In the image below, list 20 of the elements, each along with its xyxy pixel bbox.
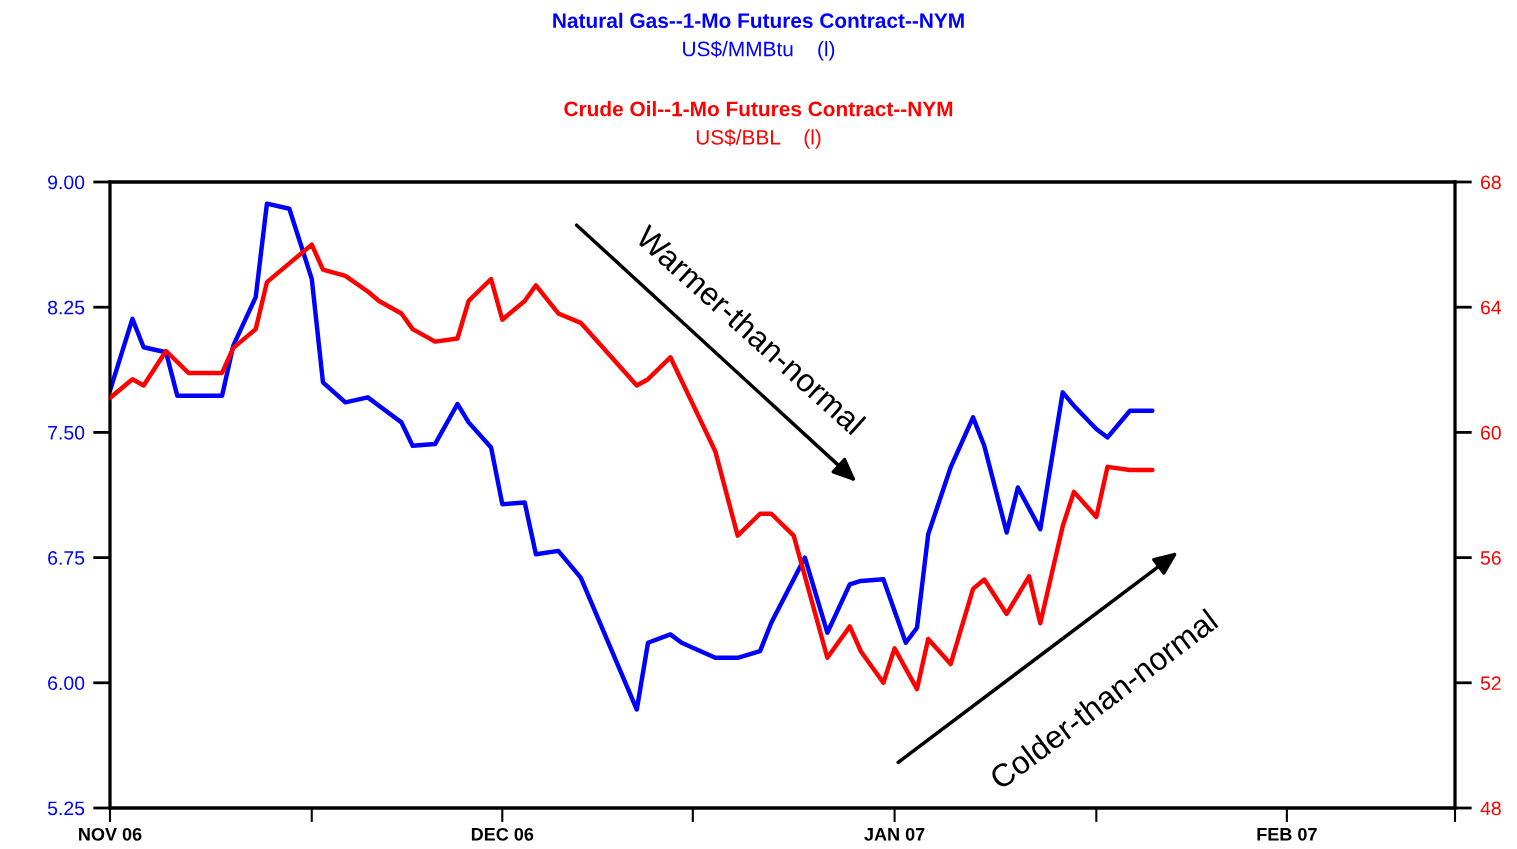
y-tick-label: 9.00	[48, 175, 85, 190]
x-tick-label: DEC 06	[471, 827, 534, 841]
y2-tick-label: 56	[1480, 551, 1501, 565]
y-tick-label: 5.25	[47, 801, 85, 816]
y2-tick-label: 48	[1480, 801, 1501, 816]
text: Crude Oil--1-Mo Futures Contract--NYM	[564, 101, 953, 117]
text: US$/MMBtu (l)	[683, 40, 835, 61]
y2-tick-label: 68	[1480, 175, 1501, 190]
y2-tick-label: 60	[1480, 425, 1501, 440]
x-tick-label: JAN 07	[864, 827, 925, 841]
y2-tick-label: 64	[1480, 300, 1502, 315]
y-tick-label: 6.75	[48, 551, 85, 565]
x-tick-label: FEB 07	[1257, 827, 1317, 841]
text: US$/BBL (l)	[696, 129, 821, 149]
text: Natural Gas--1-Mo Futures Contract--NYM	[553, 12, 964, 29]
y-tick-label: 8.25	[48, 300, 85, 315]
y-tick-label: 7.50	[48, 425, 85, 440]
y2-tick-label: 52	[1480, 676, 1501, 691]
y-tick-label: 6.00	[48, 676, 85, 691]
x-tick-label: NOV 06	[79, 827, 142, 841]
